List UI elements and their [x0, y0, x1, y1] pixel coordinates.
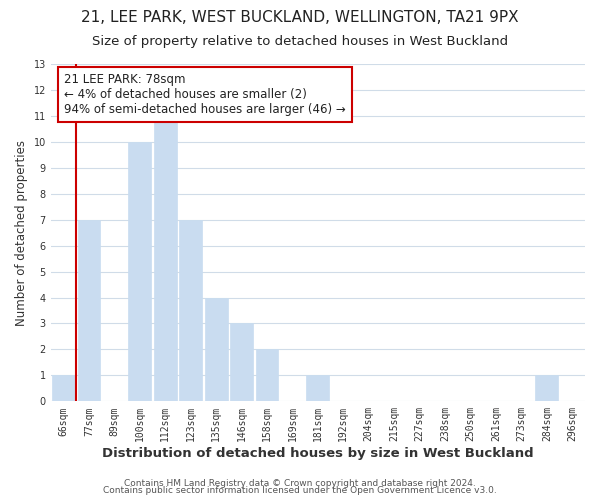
Bar — [52, 376, 75, 402]
Bar — [230, 324, 253, 402]
Bar — [535, 376, 558, 402]
Bar — [256, 350, 278, 402]
Text: Contains HM Land Registry data © Crown copyright and database right 2024.: Contains HM Land Registry data © Crown c… — [124, 478, 476, 488]
Bar — [179, 220, 202, 402]
Bar — [307, 376, 329, 402]
X-axis label: Distribution of detached houses by size in West Buckland: Distribution of detached houses by size … — [102, 447, 534, 460]
Text: 21 LEE PARK: 78sqm
← 4% of detached houses are smaller (2)
94% of semi-detached : 21 LEE PARK: 78sqm ← 4% of detached hous… — [64, 73, 346, 116]
Bar — [154, 116, 177, 402]
Bar — [77, 220, 100, 402]
Text: 21, LEE PARK, WEST BUCKLAND, WELLINGTON, TA21 9PX: 21, LEE PARK, WEST BUCKLAND, WELLINGTON,… — [81, 10, 519, 25]
Y-axis label: Number of detached properties: Number of detached properties — [15, 140, 28, 326]
Text: Contains public sector information licensed under the Open Government Licence v3: Contains public sector information licen… — [103, 486, 497, 495]
Bar — [205, 298, 227, 402]
Text: Size of property relative to detached houses in West Buckland: Size of property relative to detached ho… — [92, 35, 508, 48]
Bar — [128, 142, 151, 402]
